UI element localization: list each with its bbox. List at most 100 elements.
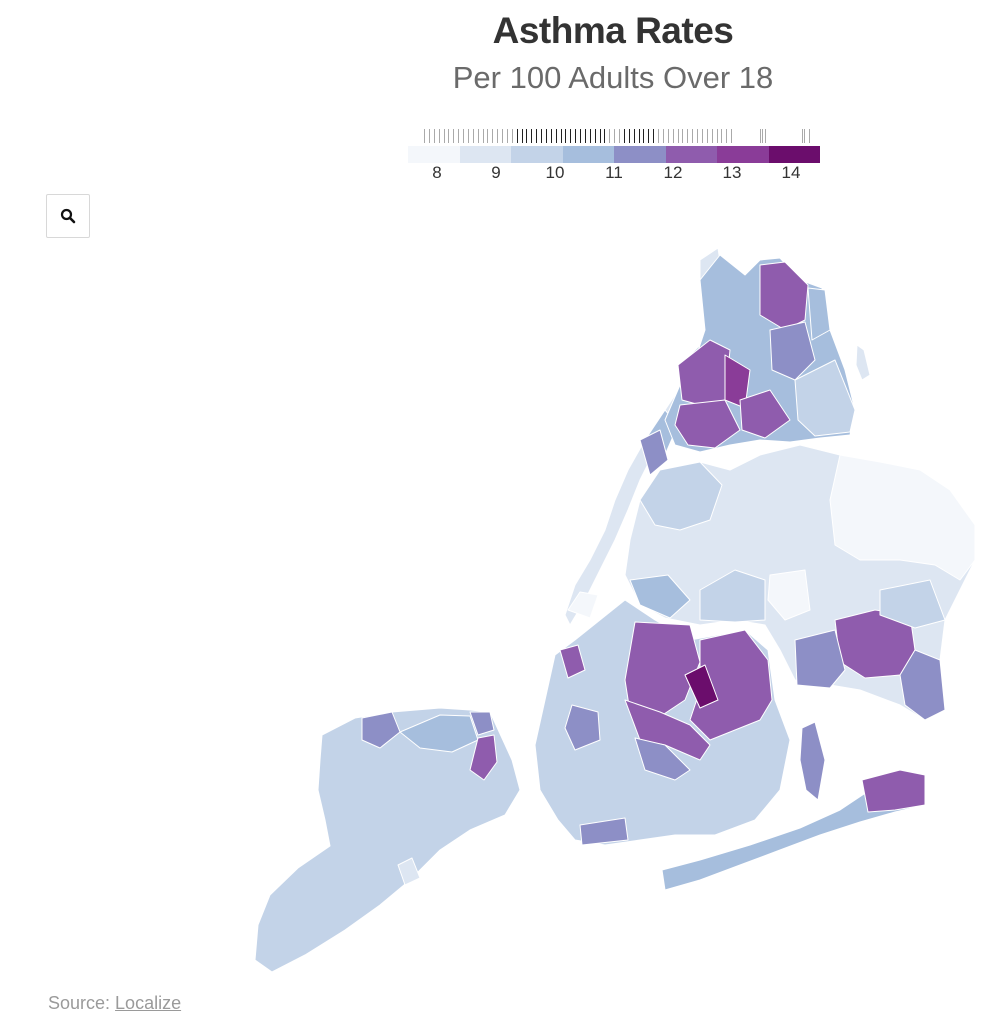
region-queens-ne[interactable] xyxy=(879,579,946,629)
legend-tick xyxy=(448,129,449,143)
region-staten-island-east[interactable] xyxy=(469,734,498,781)
legend-tick xyxy=(551,129,552,143)
legend-tick xyxy=(658,129,659,143)
legend-tick xyxy=(546,129,547,143)
legend-tick xyxy=(444,129,445,143)
legend-tick xyxy=(512,129,513,143)
legend-label: 12 xyxy=(663,163,683,182)
legend-tick xyxy=(765,129,766,143)
legend-tick xyxy=(804,129,805,143)
region-queens-east[interactable] xyxy=(829,454,976,581)
legend-swatch xyxy=(562,146,614,163)
legend-tick xyxy=(726,129,727,143)
legend-swatch xyxy=(768,146,820,163)
legend-tick xyxy=(580,129,581,143)
legend-tick xyxy=(463,129,464,143)
legend-label: 10 xyxy=(545,163,565,182)
region-brooklyn-central[interactable] xyxy=(624,621,701,721)
legend-distribution-ticks xyxy=(424,129,814,143)
legend-tick xyxy=(682,129,683,143)
legend-label: 13 xyxy=(722,163,742,182)
region-queens-flushing[interactable] xyxy=(767,569,811,621)
legend-tick xyxy=(439,129,440,143)
legend-tick xyxy=(565,129,566,143)
legend-label: 8 xyxy=(432,163,442,182)
legend-tick xyxy=(712,129,713,143)
region-staten-island-south[interactable] xyxy=(397,857,421,886)
legend-tick xyxy=(570,129,571,143)
legend-tick xyxy=(721,129,722,143)
region-brooklyn-sw[interactable] xyxy=(564,704,601,751)
region-queens-se[interactable] xyxy=(794,629,846,689)
legend-tick xyxy=(802,129,803,143)
legend-tick xyxy=(760,129,761,143)
region-manhattan-lower[interactable] xyxy=(567,591,599,619)
region-brooklyn-redhook[interactable] xyxy=(559,644,586,679)
region-brooklyn-south[interactable] xyxy=(579,817,629,846)
legend-tick xyxy=(731,129,732,143)
legend-tick xyxy=(668,129,669,143)
legend-tick xyxy=(429,129,430,143)
legend-tick xyxy=(458,129,459,143)
legend-tick xyxy=(575,129,576,143)
region-staten-island-north[interactable] xyxy=(361,711,401,749)
region-bronx-west[interactable] xyxy=(677,339,731,406)
source-link[interactable]: Localize xyxy=(115,993,182,1013)
region-broad-channel[interactable] xyxy=(799,721,826,801)
legend-tick xyxy=(507,129,508,143)
legend-tick xyxy=(453,129,454,143)
legend-tick xyxy=(531,129,532,143)
region-bronx-ne[interactable] xyxy=(807,287,831,341)
legend-tick xyxy=(809,129,810,143)
legend-tick xyxy=(434,129,435,143)
legend-tick xyxy=(590,129,591,143)
legend-tick xyxy=(653,129,654,143)
legend-tick xyxy=(663,129,664,143)
legend-label: 11 xyxy=(605,163,623,182)
source-note: Source: Localize xyxy=(48,993,181,1014)
legend-swatch xyxy=(408,146,460,163)
region-queens-mid[interactable] xyxy=(629,574,691,619)
legend-tick xyxy=(717,129,718,143)
legend-tick xyxy=(678,129,679,143)
region-rockaways-east[interactable] xyxy=(861,769,926,813)
region-queens-rego[interactable] xyxy=(699,569,766,623)
map-title: Asthma Rates xyxy=(492,10,734,51)
legend-tick xyxy=(707,129,708,143)
legend-tick xyxy=(692,129,693,143)
legend-tick xyxy=(424,129,425,143)
legend-tick xyxy=(478,129,479,143)
legend-tick xyxy=(487,129,488,143)
legend-tick xyxy=(619,129,620,143)
legend-tick xyxy=(634,129,635,143)
legend-tick xyxy=(595,129,596,143)
region-staten-island[interactable] xyxy=(254,707,521,973)
legend-tick xyxy=(762,129,763,143)
region-bronx-east[interactable] xyxy=(769,321,816,381)
legend-swatch xyxy=(614,146,666,163)
region-staten-island-ne[interactable] xyxy=(469,711,495,736)
region-bronx-riverdale[interactable] xyxy=(639,429,669,476)
legend-tick xyxy=(502,129,503,143)
legend-tick xyxy=(556,129,557,143)
legend-tick xyxy=(497,129,498,143)
region-queens-west[interactable] xyxy=(639,461,723,531)
region-brooklyn-central[interactable] xyxy=(689,629,773,741)
search-button[interactable] xyxy=(46,194,90,238)
legend-tick xyxy=(492,129,493,143)
region-bronx-throgs[interactable] xyxy=(794,359,856,437)
region-bronx-se[interactable] xyxy=(739,389,791,439)
legend-tick xyxy=(526,129,527,143)
region-queens-se2[interactable] xyxy=(899,649,946,721)
legend-tick xyxy=(585,129,586,143)
region-brooklyn-darkest[interactable] xyxy=(684,664,719,709)
legend-tick xyxy=(648,129,649,143)
region-bronx-north[interactable] xyxy=(759,261,809,331)
legend-tick xyxy=(561,129,562,143)
legend-swatch xyxy=(511,146,563,163)
legend-tick xyxy=(614,129,615,143)
region-city-island[interactable] xyxy=(855,344,871,381)
legend-tick xyxy=(600,129,601,143)
legend-tick xyxy=(629,129,630,143)
region-brooklyn-mid[interactable] xyxy=(634,737,691,781)
